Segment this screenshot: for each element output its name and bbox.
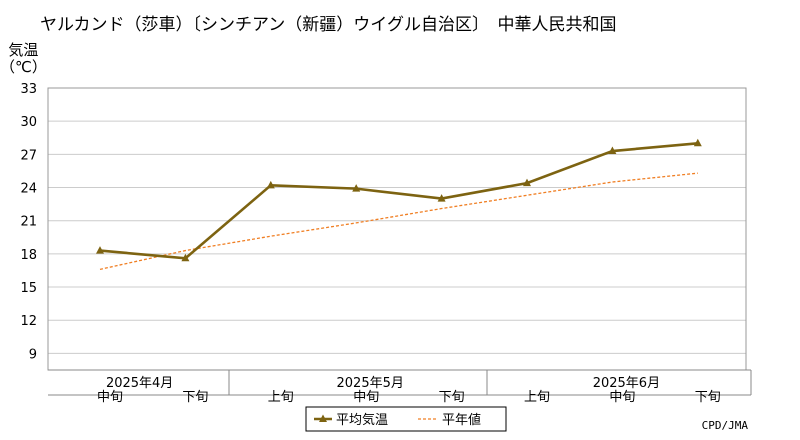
x-tick-label: 下旬 bbox=[439, 390, 465, 405]
data-point-average bbox=[523, 178, 531, 187]
y-tick-label: 21 bbox=[20, 215, 37, 230]
x-tick-label: 上旬 bbox=[268, 390, 294, 405]
credit-label: CPD/JMA bbox=[701, 419, 748, 432]
y-tick-label: 18 bbox=[20, 248, 37, 263]
y-tick-label: 24 bbox=[20, 182, 37, 197]
data-point-average bbox=[608, 146, 617, 155]
x-tick-label: 中旬 bbox=[353, 390, 379, 405]
chart-title: ヤルカンド（莎車）〔シンチアン（新疆）ウイグル自治区〕 中華人民共和国 bbox=[40, 15, 617, 35]
plot-area-border bbox=[47, 87, 747, 371]
y-tick-label: 30 bbox=[20, 115, 37, 130]
month-label: 2025年4月 bbox=[106, 376, 173, 391]
series-line-average bbox=[99, 141, 698, 260]
y-axis-label: 気温 （℃） bbox=[0, 42, 47, 76]
month-label: 2025年6月 bbox=[593, 376, 660, 391]
legend-label-average: 平均気温 bbox=[336, 412, 388, 428]
legend-box bbox=[305, 406, 507, 432]
y-tick-label: 9 bbox=[29, 347, 37, 362]
y-axis-label-quantity: 気温 bbox=[8, 41, 39, 59]
data-point-average bbox=[693, 138, 702, 147]
y-tick-label: 33 bbox=[20, 82, 37, 97]
legend-label-normal: 平年値 bbox=[442, 412, 481, 428]
series-layer bbox=[96, 138, 702, 270]
month-label: 2025年5月 bbox=[337, 376, 404, 391]
y-tick-label: 27 bbox=[20, 148, 37, 163]
data-point-average bbox=[181, 253, 190, 262]
data-point-average bbox=[437, 194, 446, 202]
x-tick-label: 下旬 bbox=[182, 390, 208, 405]
series-line-normal bbox=[99, 172, 698, 270]
x-tick-label: 中旬 bbox=[97, 390, 123, 405]
x-tick-label: 中旬 bbox=[609, 390, 635, 405]
y-axis-label-unit: （℃） bbox=[0, 58, 47, 76]
x-tick-label: 上旬 bbox=[524, 390, 550, 405]
legend: 平均気温 平年値 bbox=[305, 406, 507, 432]
y-tick-labels: 9 12 15 18 21 24 27 30 33 bbox=[20, 82, 37, 362]
y-tick-label: 12 bbox=[20, 314, 37, 329]
data-point-average bbox=[96, 246, 104, 254]
legend-marker-average bbox=[319, 414, 327, 422]
y-tick-label: 15 bbox=[20, 281, 37, 296]
data-point-average bbox=[352, 184, 361, 192]
x-tick-label: 下旬 bbox=[695, 390, 721, 405]
grid-layer bbox=[48, 87, 746, 354]
data-point-average bbox=[266, 180, 275, 189]
